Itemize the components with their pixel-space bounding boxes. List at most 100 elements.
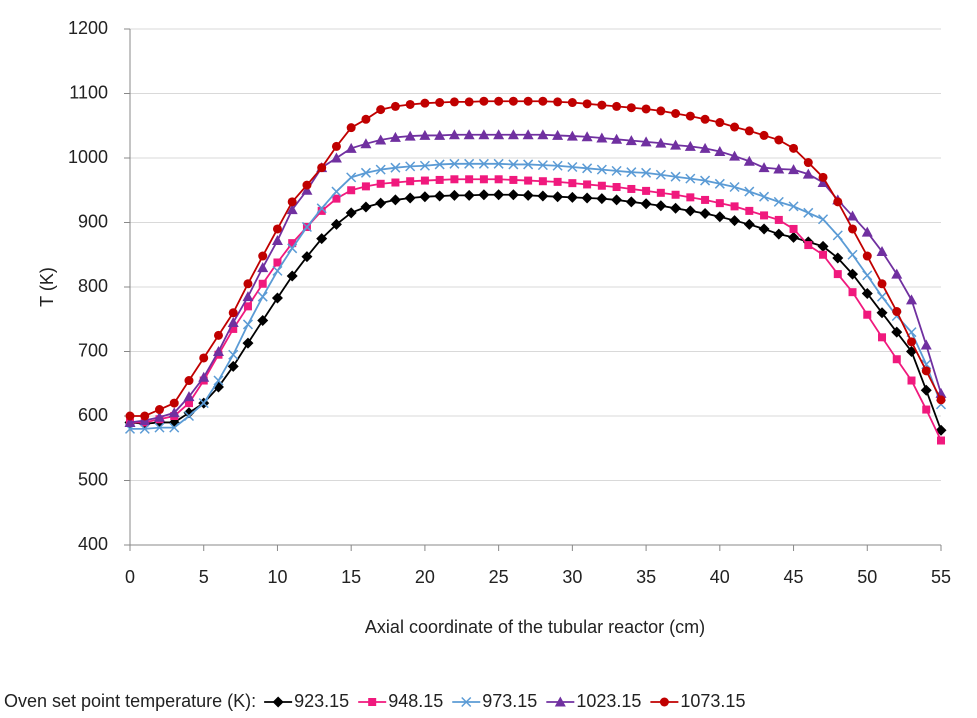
y-tick-label: 1000 (68, 147, 108, 167)
marker (656, 188, 665, 197)
marker (641, 167, 652, 178)
marker (877, 279, 887, 289)
marker (700, 114, 710, 124)
marker (936, 395, 946, 405)
x-tick-label: 10 (267, 567, 287, 587)
marker (700, 175, 711, 186)
marker (450, 175, 459, 184)
marker (522, 189, 534, 201)
marker (655, 169, 666, 180)
marker (287, 197, 297, 207)
marker (317, 206, 326, 215)
marker (699, 142, 711, 153)
marker (744, 126, 754, 136)
marker (833, 270, 842, 279)
x-tick-label: 5 (199, 567, 209, 587)
marker (597, 181, 606, 190)
marker (729, 215, 741, 227)
marker (715, 199, 724, 208)
marker (361, 182, 370, 191)
legend-marker (272, 696, 284, 708)
marker (479, 175, 488, 184)
marker (448, 129, 460, 140)
marker (655, 137, 667, 148)
marker (921, 366, 931, 376)
marker (183, 407, 195, 419)
marker (611, 165, 622, 176)
marker (596, 132, 608, 143)
marker (360, 201, 372, 213)
marker (494, 96, 504, 106)
marker (316, 203, 327, 214)
marker (154, 422, 165, 433)
marker (273, 258, 282, 267)
marker (773, 228, 785, 240)
marker (258, 279, 267, 288)
marker (891, 326, 903, 338)
marker (257, 291, 268, 302)
marker (376, 105, 386, 115)
x-tick-label: 40 (710, 567, 730, 587)
marker (685, 173, 696, 184)
marker (626, 167, 637, 178)
marker (876, 307, 888, 319)
marker (346, 123, 356, 133)
marker (199, 353, 209, 363)
x-tick-label: 35 (636, 567, 656, 587)
marker (243, 279, 253, 289)
marker (773, 196, 784, 207)
marker (435, 175, 444, 184)
marker (389, 194, 401, 206)
marker (743, 155, 755, 166)
marker (566, 191, 578, 203)
marker (287, 243, 298, 254)
x-tick-label: 20 (415, 567, 435, 587)
legend-marker (461, 696, 472, 708)
legend-label: 948.15 (388, 691, 443, 711)
marker (345, 207, 357, 219)
marker (863, 310, 872, 319)
marker (330, 218, 342, 230)
marker (212, 346, 224, 356)
marker (686, 193, 695, 202)
marker (478, 158, 489, 169)
marker (479, 96, 489, 106)
marker (449, 97, 459, 107)
marker (876, 246, 888, 257)
legend-label: 1073.15 (680, 691, 745, 711)
marker (774, 215, 783, 224)
marker (346, 172, 357, 183)
marker (463, 189, 475, 201)
marker (375, 164, 386, 175)
marker (257, 262, 269, 273)
marker (685, 111, 695, 121)
marker (892, 355, 901, 364)
marker (552, 160, 563, 171)
marker (507, 189, 519, 201)
marker (391, 178, 400, 187)
marker (581, 131, 593, 142)
marker (272, 224, 282, 234)
marker (449, 158, 460, 169)
marker (641, 104, 651, 114)
marker (817, 240, 829, 252)
marker (567, 161, 578, 173)
marker (847, 210, 859, 221)
marker (714, 211, 726, 223)
marker (817, 177, 829, 188)
marker (892, 307, 902, 317)
marker (920, 384, 932, 396)
marker (302, 180, 312, 190)
marker (907, 376, 916, 385)
marker (937, 436, 945, 445)
legend-marker (659, 697, 669, 707)
marker (818, 214, 829, 225)
marker (670, 171, 681, 182)
marker (611, 133, 623, 144)
marker (360, 167, 371, 178)
marker (847, 268, 859, 280)
marker (465, 175, 474, 184)
marker (242, 319, 253, 330)
marker (832, 252, 844, 264)
marker (552, 191, 564, 203)
